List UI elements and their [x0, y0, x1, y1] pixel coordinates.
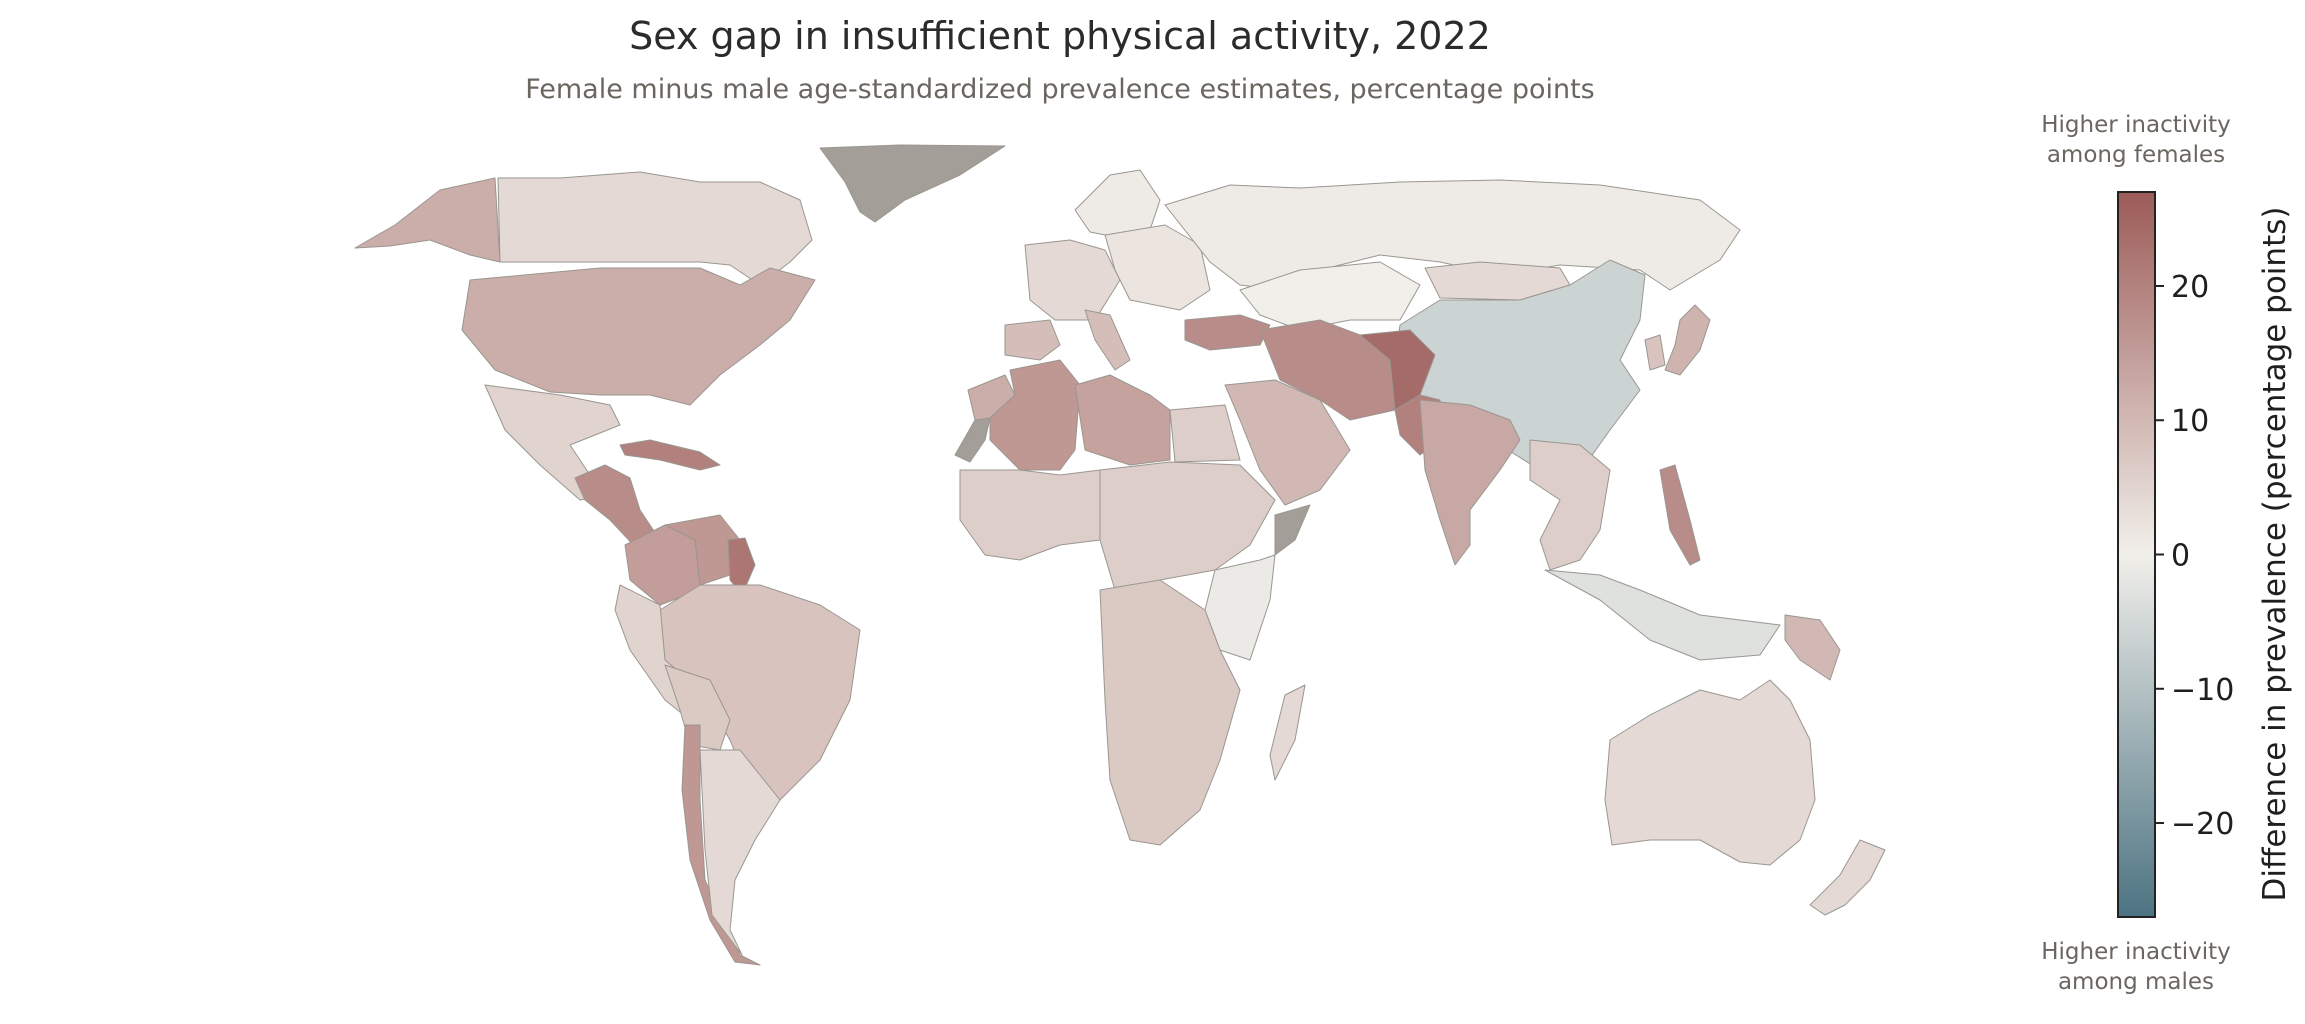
colorbar-bottom-caption-line2: among males — [2057, 969, 2215, 995]
region-libya — [1074, 374, 1171, 466]
region-southern-africa — [1099, 579, 1241, 846]
region-india — [1419, 399, 1521, 566]
region-argentina — [699, 749, 781, 956]
region-southeast-asia — [1529, 439, 1611, 571]
region-canada — [497, 171, 813, 286]
colorbar-top-caption-line2: among females — [2046, 142, 2226, 168]
region-madagascar — [1269, 684, 1306, 781]
map-subtitle: Female minus male age-standardized preva… — [525, 74, 1595, 105]
region-new-zealand — [1809, 839, 1886, 916]
colorbar-tick-label: 0 — [2171, 539, 2190, 574]
region-caribbean — [619, 439, 721, 471]
colorbar-top-caption-line1: Higher inactivity — [2041, 112, 2231, 138]
region-somalia — [1274, 504, 1311, 556]
colorbar-tick-label: 10 — [2171, 404, 2209, 439]
region-turkey — [1184, 314, 1271, 351]
region-scandinavia — [1074, 169, 1161, 239]
region-guyana — [727, 537, 756, 596]
colorbar-top-caption: Higher inactivity among females — [1996, 110, 2276, 170]
region-italy — [1084, 309, 1131, 371]
region-philippines — [1659, 464, 1701, 566]
region-algeria — [989, 359, 1081, 471]
region-australia — [1604, 679, 1816, 866]
region-central-africa — [1099, 461, 1276, 591]
colorbar-bottom-caption: Higher inactivity among males — [1996, 937, 2276, 997]
region-western-sahara — [954, 417, 991, 463]
region-western-europe — [1024, 239, 1121, 321]
region-eastern-europe — [1104, 224, 1211, 311]
region-greenland — [819, 144, 1006, 223]
map-title: Sex gap in insufficient physical activit… — [629, 14, 1491, 58]
region-kazakhstan — [1239, 261, 1421, 331]
region-indonesia — [1544, 569, 1781, 661]
colorbar-tick-label: 20 — [2171, 270, 2209, 305]
region-korea — [1644, 334, 1666, 371]
region-egypt — [1169, 404, 1241, 463]
colorbar-gradient — [2117, 191, 2156, 918]
colorbar-tick-label: −10 — [2171, 673, 2234, 708]
colorbar-bottom-caption-line1: Higher inactivity — [2041, 939, 2231, 965]
region-usa — [461, 267, 816, 406]
region-japan — [1664, 304, 1711, 376]
region-spain — [1004, 319, 1061, 361]
region-papua-new-guinea — [1784, 614, 1841, 681]
colorbar-tick-label: −20 — [2171, 807, 2234, 842]
colorbar-axis-label: Difference in prevalence (percentage poi… — [2257, 207, 2293, 902]
region-saudi-arabia — [1224, 379, 1351, 506]
